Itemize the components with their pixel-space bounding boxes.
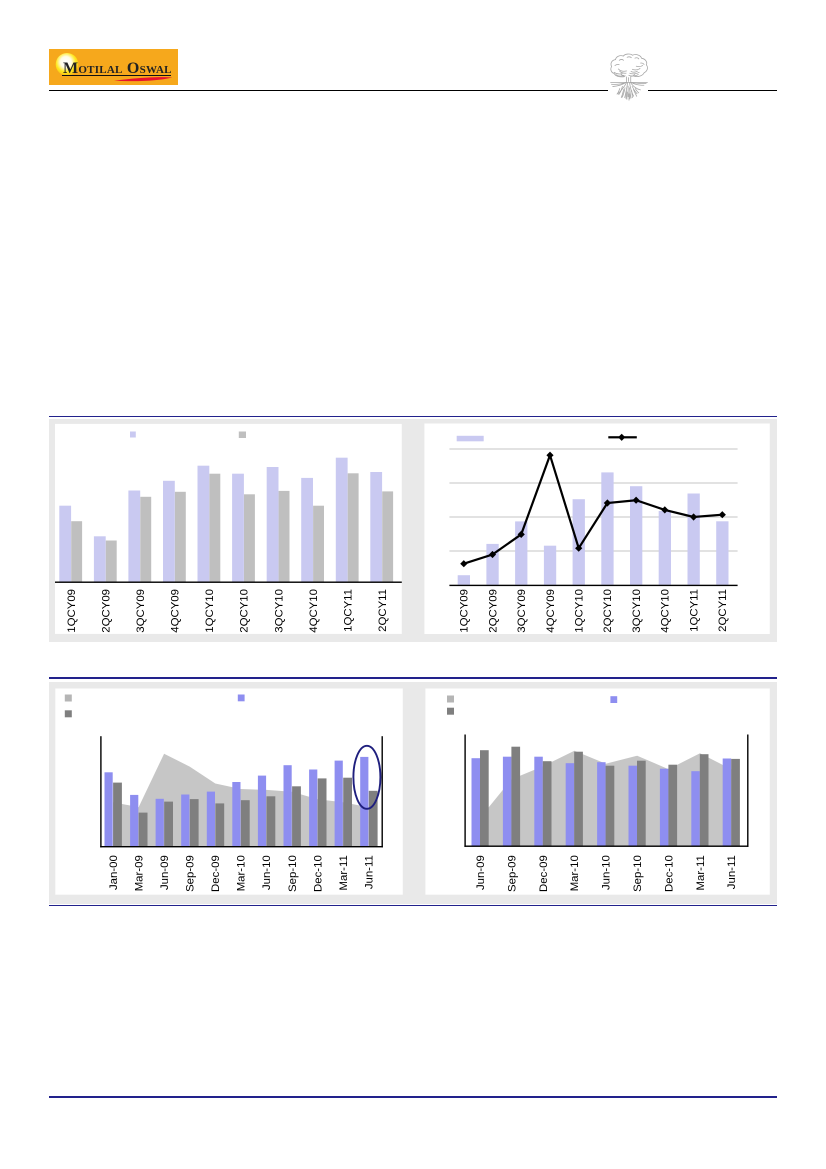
svg-text:4QCY09: 4QCY09 [545,589,557,633]
svg-text:Jun-09: Jun-09 [475,855,487,890]
svg-text:Sep-10: Sep-10 [287,855,299,892]
svg-text:2QCY10: 2QCY10 [239,589,251,633]
svg-text:2QCY09: 2QCY09 [101,589,113,633]
svg-text:1QCY11: 1QCY11 [688,589,700,632]
svg-text:Dec-09: Dec-09 [538,855,550,892]
svg-text:Dec-09: Dec-09 [210,855,222,892]
svg-text:3QCY10: 3QCY10 [273,589,285,633]
svg-text:3QCY09: 3QCY09 [135,589,147,633]
svg-text:4QCY09: 4QCY09 [170,589,182,633]
svg-text:4QCY10: 4QCY10 [308,589,320,633]
svg-text:3QCY10: 3QCY10 [631,589,643,633]
svg-text:Mar-11: Mar-11 [695,855,707,890]
svg-text:Dec-10: Dec-10 [312,855,324,892]
svg-text:Jun-10: Jun-10 [601,855,613,890]
svg-text:Jun-11: Jun-11 [364,855,376,889]
svg-text:Sep-09: Sep-09 [185,855,197,892]
svg-text:Mar-09: Mar-09 [133,855,145,891]
svg-text:Dec-10: Dec-10 [663,855,675,892]
svg-text:Jan-00: Jan-00 [108,855,120,890]
svg-text:1QCY11: 1QCY11 [342,589,354,632]
svg-text:2QCY09: 2QCY09 [487,589,499,633]
svg-text:1QCY10: 1QCY10 [574,589,586,633]
svg-text:4QCY10: 4QCY10 [660,589,672,633]
svg-text:1QCY09: 1QCY09 [459,589,471,633]
svg-text:Jun-10: Jun-10 [261,855,273,890]
svg-text:Jun-09: Jun-09 [159,855,171,890]
svg-text:1QCY09: 1QCY09 [66,589,78,633]
svg-text:Sep-09: Sep-09 [506,855,518,892]
svg-text:Mar-11: Mar-11 [338,855,350,890]
svg-text:2QCY11: 2QCY11 [717,589,729,632]
svg-text:Mar-10: Mar-10 [569,855,581,891]
svg-text:Mar-10: Mar-10 [236,855,248,891]
svg-text:Sep-10: Sep-10 [632,855,644,892]
svg-text:2QCY11: 2QCY11 [377,589,389,632]
svg-text:1QCY10: 1QCY10 [204,589,216,633]
svg-text:Jun-11: Jun-11 [726,855,738,889]
svg-text:3QCY09: 3QCY09 [516,589,528,633]
svg-text:2QCY10: 2QCY10 [602,589,614,633]
